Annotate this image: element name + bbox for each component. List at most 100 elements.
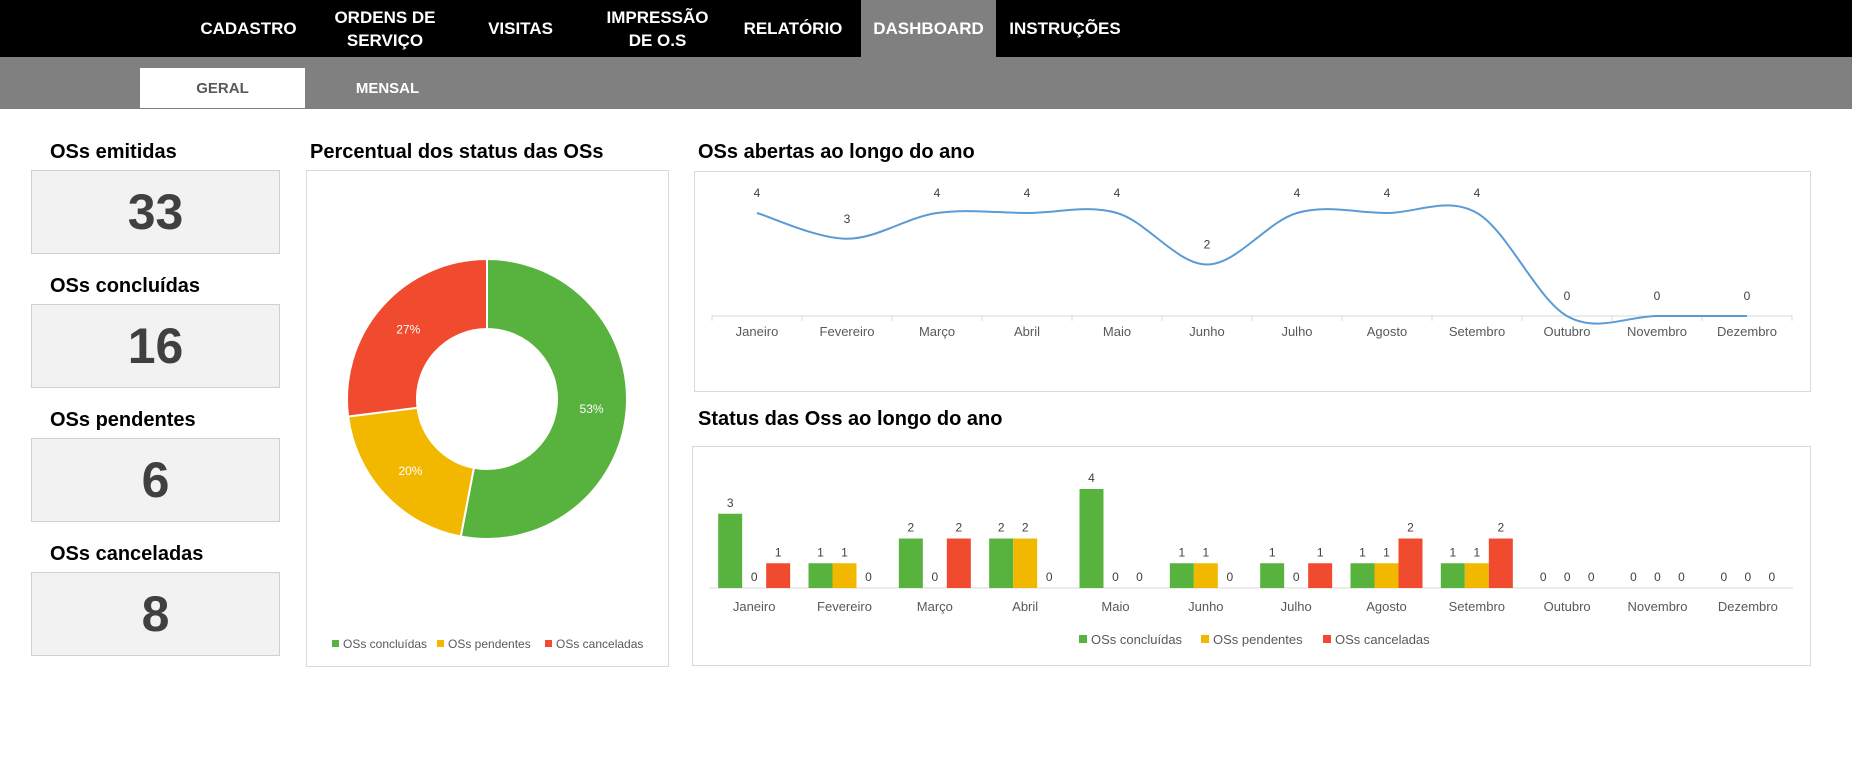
nav-relatorio[interactable]: RELATÓRIO [743, 19, 843, 38]
bar-data-label: 2 [955, 521, 962, 535]
x-tick-label: Julho [1281, 324, 1312, 339]
bar-data-label: 0 [1678, 570, 1685, 584]
bar [989, 538, 1014, 588]
bar-data-label: 0 [751, 570, 758, 584]
bar [1374, 563, 1399, 588]
bar [1193, 563, 1218, 588]
bar-data-label: 1 [1202, 545, 1209, 559]
bar-data-label: 1 [1317, 545, 1324, 559]
line-data-label: 2 [1204, 238, 1211, 252]
nav-instrucoes[interactable]: INSTRUÇÕES [1009, 19, 1121, 38]
donut-chart: 53% 20% 27% OSs concluídas OSs pendentes OSs … [332, 257, 643, 651]
donut-slice [346, 406, 476, 538]
kpi-value-emitidas: 33 [31, 170, 280, 254]
bar-data-label: 0 [1226, 570, 1233, 584]
sub-nav: GERAL MENSAL [0, 57, 1852, 109]
nav-impressao-os[interactable]: IMPRESSÃO DE O.S [606, 7, 709, 50]
x-tick-label: Junho [1188, 599, 1223, 614]
bar [1464, 563, 1489, 588]
x-tick-label: Fevereiro [820, 324, 875, 339]
legend-label: OSs pendentes [1213, 632, 1303, 647]
x-tick-label: Janeiro [733, 599, 776, 614]
kpi-title-emitidas: OSs emitidas [50, 141, 177, 163]
bar [832, 563, 857, 588]
bar [1398, 538, 1423, 588]
bar-data-label: 0 [1654, 570, 1661, 584]
legend-swatch [545, 640, 552, 647]
bar [946, 538, 971, 588]
bar-data-label: 4 [1088, 471, 1095, 485]
bar [808, 563, 833, 588]
bar-data-label: 2 [907, 521, 914, 535]
bar-data-label: 1 [1359, 545, 1366, 559]
line-chart-panel: 4 Janeiro 3 Fevereiro 4 Março 4 Abril 4 Maio 2 Junh… [694, 171, 1811, 392]
legend-swatch [437, 640, 444, 647]
bar [1169, 563, 1194, 588]
tab-geral[interactable]: GERAL [140, 68, 305, 108]
bar-data-label: 0 [1112, 570, 1119, 584]
x-tick-label: Outubro [1544, 324, 1591, 339]
bar-data-label: 1 [1473, 545, 1480, 559]
bar-chart-title: Status das Oss ao longo do ano [698, 408, 1003, 430]
line-data-label: 4 [1384, 186, 1391, 200]
bar-data-label: 1 [817, 545, 824, 559]
donut-chart-panel: 53% 20% 27% OSs concluídas OSs pendentes OSs … [306, 170, 669, 667]
nav-ordens-de-servico[interactable]: ORDENS DE SERVIÇO [334, 7, 436, 50]
bar-data-label: 0 [1136, 570, 1143, 584]
donut-chart-title: Percentual dos status das OSs [310, 141, 604, 163]
x-tick-label: Dezembro [1717, 324, 1777, 339]
bar-data-label: 1 [1383, 545, 1390, 559]
nav-cadastro[interactable]: CADASTRO [200, 19, 297, 38]
bar-chart-panel: 3 0 1 Janeiro 1 1 0 Fevereiro 2 0 2 Março 2 2 0 Abril 4 0… [692, 446, 1811, 666]
nav-dashboard[interactable]: DASHBOARD [861, 0, 996, 57]
bar-data-label: 2 [1022, 521, 1029, 535]
x-tick-label: Agosto [1366, 599, 1406, 614]
x-tick-label: Maio [1101, 599, 1129, 614]
bar [718, 513, 743, 588]
bar [1260, 563, 1285, 588]
donut-slice [346, 257, 488, 418]
top-nav: CADASTRO ORDENS DE SERVIÇO VISITAS IMPRE… [0, 0, 1852, 57]
kpi-title-concluidas: OSs concluídas [50, 275, 201, 297]
line-data-label: 4 [1474, 186, 1481, 200]
bar-data-label: 1 [775, 545, 782, 559]
nav-visitas[interactable]: VISITAS [488, 19, 553, 38]
x-tick-label: Fevereiro [817, 599, 872, 614]
bar-data-label: 0 [1768, 570, 1775, 584]
line-data-label: 0 [1744, 289, 1751, 303]
bar-data-label: 1 [1178, 545, 1185, 559]
bar-data-label: 0 [1293, 570, 1300, 584]
x-tick-label: Novembro [1627, 324, 1687, 339]
legend-swatch [1323, 635, 1331, 643]
bar-data-label: 2 [998, 521, 1005, 535]
line-series [756, 204, 1747, 325]
bar [1013, 538, 1038, 588]
x-tick-label: Outubro [1544, 599, 1591, 614]
kpi-title-pendentes: OSs pendentes [50, 409, 196, 431]
x-tick-label: Julho [1281, 599, 1312, 614]
line-data-label: 4 [1294, 186, 1301, 200]
kpi-value-canceladas: 8 [31, 572, 280, 656]
x-tick-label: Dezembro [1718, 599, 1778, 614]
legend-label: OSs concluídas [1091, 632, 1183, 647]
line-data-label: 3 [844, 212, 851, 226]
legend-label: OSs pendentes [448, 637, 531, 651]
line-data-label: 0 [1654, 289, 1661, 303]
bar-data-label: 0 [1630, 570, 1637, 584]
x-tick-label: Setembro [1449, 599, 1505, 614]
x-tick-label: Março [919, 324, 955, 339]
x-tick-label: Junho [1189, 324, 1224, 339]
bar-data-label: 0 [1588, 570, 1595, 584]
x-tick-label: Maio [1103, 324, 1131, 339]
bar-chart: 3 0 1 Janeiro 1 1 0 Fevereiro 2 0 2 Março 2 2 0 Abril 4 0… [709, 471, 1793, 647]
bar-data-label: 0 [931, 570, 938, 584]
bar [1308, 563, 1333, 588]
line-data-label: 4 [1114, 186, 1121, 200]
bar-data-label: 0 [865, 570, 872, 584]
bar-data-label: 1 [841, 545, 848, 559]
x-tick-label: Abril [1014, 324, 1040, 339]
legend-label: OSs canceladas [1335, 632, 1430, 647]
tab-mensal[interactable]: MENSAL [355, 79, 420, 97]
kpi-value-pendentes: 6 [31, 438, 280, 522]
legend-swatch [1079, 635, 1087, 643]
